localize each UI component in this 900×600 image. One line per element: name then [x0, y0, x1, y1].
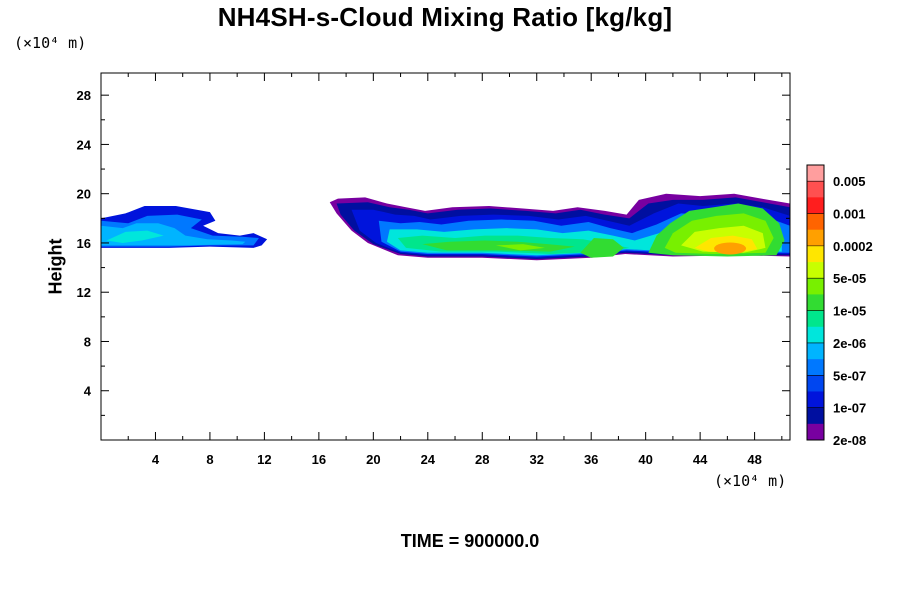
cloud-core-green-a	[422, 240, 575, 252]
colorbar-swatch	[807, 391, 824, 408]
colorbar-label: 1e-07	[833, 401, 866, 416]
time-label: TIME = 900000.0	[400, 531, 540, 551]
x-tick-label: 32	[529, 452, 543, 467]
y-tick-label: 12	[77, 285, 91, 300]
y-unit-note: (×10⁴ m)	[14, 34, 87, 52]
colorbar-swatch	[807, 294, 824, 311]
colorbar-swatch	[807, 407, 824, 425]
y-tick-label: 4	[84, 384, 92, 399]
x-tick-label: 40	[638, 452, 652, 467]
colorbar-label: 0.001	[833, 207, 866, 222]
y-tick-label: 28	[77, 88, 91, 103]
x-tick-label: 36	[584, 452, 598, 467]
colorbar-swatch	[807, 342, 824, 360]
colorbar-swatch	[807, 165, 824, 182]
colorbar-swatch	[807, 181, 824, 198]
x-tick-label: 28	[475, 452, 489, 467]
colorbar-label: 5e-05	[833, 271, 866, 286]
y-tick-label: 24	[77, 137, 92, 152]
cloud-field	[101, 193, 790, 261]
y-tick-label: 8	[84, 334, 91, 349]
x-tick-label: 4	[152, 452, 160, 467]
colorbar-label: 0.0002	[833, 239, 873, 254]
plot-frame	[100, 72, 791, 441]
colorbar-swatch	[807, 213, 824, 231]
x-tick-label: 48	[747, 452, 761, 467]
colorbar-swatch	[807, 262, 824, 279]
colorbar-label: 5e-07	[833, 368, 866, 383]
chart-title: NH4SH-s-Cloud Mixing Ratio [kg/kg]	[217, 2, 673, 32]
colorbar-swatch	[807, 326, 824, 344]
x-tick-label: 8	[206, 452, 213, 467]
colorbar-swatch	[807, 423, 824, 441]
colorbar-swatch	[807, 197, 824, 214]
cloud-core-green-b	[580, 238, 624, 258]
colorbar-label: 2e-08	[833, 433, 866, 448]
colorbar-swatch	[807, 359, 824, 376]
x-tick-label: 44	[693, 452, 708, 467]
x-tick-label: 12	[257, 452, 271, 467]
y-tick-label: 20	[77, 187, 91, 202]
colorbar-swatch	[807, 229, 824, 247]
y-tick-label: 16	[77, 236, 91, 251]
colorbar: 0.005 0.001 0.0002 5e-05 1e-05 2e-06 5e-07 1e-0…	[806, 164, 873, 448]
x-tick-label: 24	[421, 452, 436, 467]
colorbar-swatch	[807, 375, 824, 392]
x-tick-label: 16	[312, 452, 326, 467]
x-unit-note: (×10⁴ m)	[714, 472, 787, 490]
colorbar-swatch	[807, 245, 824, 263]
cloud-core-left	[106, 230, 164, 243]
cloud-core-right-orange	[714, 242, 747, 255]
colorbar-swatch	[807, 310, 824, 328]
colorbar-label: 0.005	[833, 174, 866, 189]
colorbar-label: 2e-06	[833, 336, 866, 351]
cloud-core-yellowgreen-a	[495, 244, 545, 251]
colorbar-swatch	[807, 278, 824, 295]
x-tick-label: 20	[366, 452, 380, 467]
colorbar-label: 1e-05	[833, 304, 866, 319]
